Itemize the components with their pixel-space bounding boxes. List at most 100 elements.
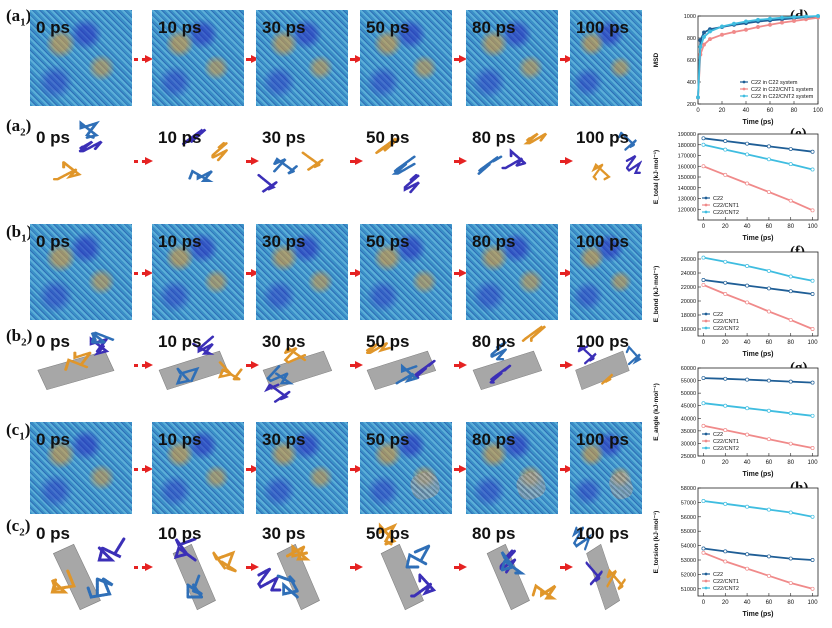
data-point <box>766 190 771 195</box>
data-point <box>732 21 736 26</box>
data-point <box>766 573 771 578</box>
snapshot-b2-4 <box>466 324 558 404</box>
y-tick-label: 60000 <box>681 366 696 372</box>
x-tick-label: 80 <box>787 224 794 230</box>
y-tick-label: 57000 <box>681 500 696 506</box>
molecule-chain-image <box>364 342 437 391</box>
snapshot-c2-4 <box>466 516 558 616</box>
y-tick-label: 45000 <box>681 404 696 410</box>
data-point <box>766 378 771 383</box>
time-label-c2-3: 50 ps <box>366 524 410 543</box>
md-box-image <box>570 224 642 320</box>
y-tick-label: 180000 <box>678 143 696 149</box>
data-point <box>745 152 750 157</box>
x-tick-label: 100 <box>808 340 819 346</box>
data-point <box>810 446 815 450</box>
data-point <box>723 376 728 381</box>
legend-marker <box>704 432 708 436</box>
row-label-a2: (a2) <box>6 116 32 139</box>
snapshot-a1-2 <box>256 10 348 106</box>
snapshot-a2-3 <box>360 120 452 200</box>
x-tick-label: 40 <box>744 600 751 606</box>
y-tick-label: 58000 <box>681 486 696 492</box>
y-tick-label: 55000 <box>681 379 696 385</box>
time-arrow-c2-3 <box>454 563 467 571</box>
time-arrow-a1-1 <box>246 55 259 63</box>
series-line <box>703 547 813 561</box>
y-tick-label: 22000 <box>681 285 696 291</box>
time-arrow-b2-1 <box>246 361 259 369</box>
data-point <box>756 25 760 29</box>
data-point <box>766 286 771 291</box>
time-label-b1-2: 30 ps <box>262 232 306 251</box>
time-arrow-a2-1 <box>246 157 259 165</box>
snapshot-a2-5 <box>570 120 642 200</box>
data-point <box>816 14 820 18</box>
time-label-c2-5: 100 ps <box>576 524 629 543</box>
data-point <box>745 504 750 509</box>
legend-marker <box>704 203 708 207</box>
legend-label: C22/CNT2 <box>713 446 739 452</box>
x-tick-label: 40 <box>744 460 751 466</box>
time-arrow-c2-2 <box>350 563 363 571</box>
legend-marker <box>742 94 746 98</box>
data-point <box>708 37 712 42</box>
y-tick-label: 30000 <box>681 441 696 447</box>
y-tick-label: 56000 <box>681 515 696 521</box>
data-point <box>766 437 771 442</box>
data-point <box>723 259 728 264</box>
snapshot-c1-2 <box>256 422 348 514</box>
y-tick-label: 52000 <box>681 572 696 578</box>
legend-label: C22/CNT2 <box>713 326 739 332</box>
series-line <box>703 137 813 153</box>
data-point <box>723 147 728 152</box>
time-arrow-c1-4 <box>560 465 573 473</box>
data-point <box>788 581 793 585</box>
time-label-b2-4: 80 ps <box>472 332 516 351</box>
y-tick-label: 54000 <box>681 544 696 550</box>
time-label-b2-5: 100 ps <box>576 332 629 351</box>
snapshot-c1-4 <box>466 422 558 514</box>
data-point <box>810 149 815 154</box>
legend-label: C22/CNT2 <box>713 586 739 592</box>
data-point <box>701 142 706 147</box>
time-label-a1-4: 80 ps <box>472 18 516 37</box>
data-point <box>723 172 728 177</box>
data-point <box>701 546 706 551</box>
snapshot-a1-3 <box>360 10 452 106</box>
x-tick-label: 100 <box>808 460 819 466</box>
data-point <box>701 401 706 406</box>
time-label-c2-1: 10 ps <box>158 524 202 543</box>
time-arrow-c2-1 <box>246 563 259 571</box>
data-point <box>768 22 772 27</box>
snapshot-c2-2 <box>256 516 348 616</box>
md-box-image <box>256 10 348 106</box>
time-label-a1-5: 100 ps <box>576 18 629 37</box>
y-axis-label: MSD <box>653 52 660 67</box>
x-tick-label: 0 <box>702 600 706 606</box>
snapshot-a2-0 <box>30 120 132 200</box>
md-box-image <box>152 224 244 320</box>
data-point <box>788 162 793 167</box>
legend-label: C22/CNT1 <box>713 439 739 445</box>
legend-label: C22 <box>713 196 723 202</box>
snapshot-b1-4 <box>466 224 558 320</box>
y-tick-label: 25000 <box>681 454 696 460</box>
time-label-b1-3: 50 ps <box>366 232 410 251</box>
md-box-image <box>256 224 348 320</box>
x-tick-label: 60 <box>766 600 773 606</box>
legend-label: C22 in C22/CNT1 system <box>751 87 814 93</box>
data-point <box>792 18 796 23</box>
md-box-image <box>30 224 132 320</box>
data-point <box>745 283 750 288</box>
time-label-b1-5: 100 ps <box>576 232 629 251</box>
snapshot-c1-0 <box>30 422 132 514</box>
data-point <box>788 147 793 151</box>
time-label-a2-0: 0 ps <box>36 128 71 147</box>
data-point <box>810 380 815 385</box>
time-label-c1-0: 0 ps <box>36 430 71 449</box>
molecule-chain-image <box>486 543 558 611</box>
y-tick-label: 190000 <box>678 132 696 138</box>
time-arrow-a1-3 <box>454 55 467 63</box>
x-tick-label: 0 <box>702 460 706 466</box>
